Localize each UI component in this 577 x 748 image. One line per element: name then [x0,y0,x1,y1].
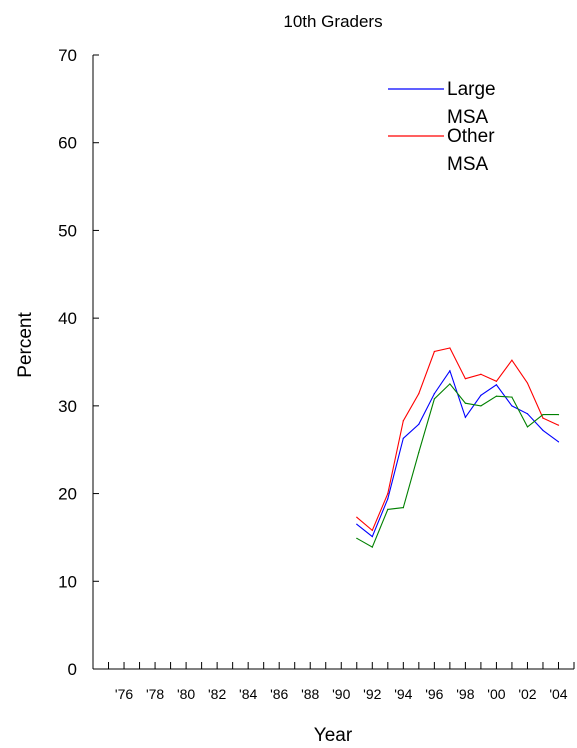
data-point [557,424,560,426]
legend-label: Large [447,79,496,100]
data-point [356,516,358,518]
data-point [557,441,560,443]
data-point [495,380,498,382]
data-point [418,423,420,425]
data-point [371,535,373,538]
data-point [387,508,389,510]
y-tick-label: 0 [68,660,77,679]
y-tick-label: 40 [58,309,77,328]
legend-label: MSA [447,154,489,175]
x-tick-label: '02 [518,686,536,702]
data-point [449,383,451,385]
x-tick-label: '80 [177,686,195,702]
data-point [542,429,544,432]
data-point [418,451,420,453]
x-tick-label: '92 [363,686,381,702]
x-tick-label: '86 [270,686,288,702]
legend-label: MSA [447,107,489,128]
data-point [480,405,482,407]
data-point [464,378,466,380]
chart-title: 10th Graders [283,12,382,31]
data-point [526,413,529,415]
x-tick-label: '90 [332,686,350,702]
data-point [480,373,482,375]
series-line-other-msa [356,347,559,532]
data-point [495,395,498,397]
x-tick-label: '94 [394,686,412,702]
x-tick-label: '84 [239,686,257,702]
data-point [402,420,404,422]
y-tick-label: 50 [58,221,77,240]
y-tick-label: 70 [58,46,77,65]
x-axis-label: Year [314,725,353,746]
data-point [557,414,560,416]
data-point [542,414,544,416]
data-point [387,492,389,495]
data-point [433,392,435,395]
y-tick-label: 30 [58,397,77,416]
data-point [464,402,466,404]
x-tick-label: '96 [425,686,443,702]
x-tick-label: '82 [208,686,226,702]
data-point [449,370,451,372]
data-point [356,523,358,525]
x-tick-label: '76 [115,686,133,702]
y-tick-label: 10 [58,572,77,591]
data-point [542,417,544,419]
data-point [402,437,404,439]
data-point [402,507,404,509]
y-tick-label: 60 [58,134,77,153]
data-point [526,382,529,384]
data-point [511,359,513,361]
legend-label: Other [447,126,495,147]
data-point [433,350,435,353]
data-point [356,537,358,539]
series-line-3 [356,383,559,548]
x-tick-label: '88 [301,686,319,702]
data-point [371,529,373,532]
data-point [511,405,513,407]
data-point [495,384,498,386]
data-point [526,426,529,428]
x-tick-label: '98 [456,686,474,702]
data-point [449,347,451,349]
plot-area: 0 10 20 30 40 50 60 70 '76 '78 '80 '82 '84 '86 '88 '90 '… [58,46,575,702]
data-point [511,396,513,398]
x-tick-label: '78 [146,686,164,702]
data-point [418,392,420,395]
y-tick-label: 20 [58,485,77,504]
data-point [464,416,466,418]
x-tick-label: '04 [549,686,567,702]
data-point [480,394,482,396]
data-point [433,398,435,400]
data-point [387,498,389,500]
x-tick-label: '00 [487,686,505,702]
data-point [371,546,373,548]
y-axis-label: Percent [15,312,36,378]
